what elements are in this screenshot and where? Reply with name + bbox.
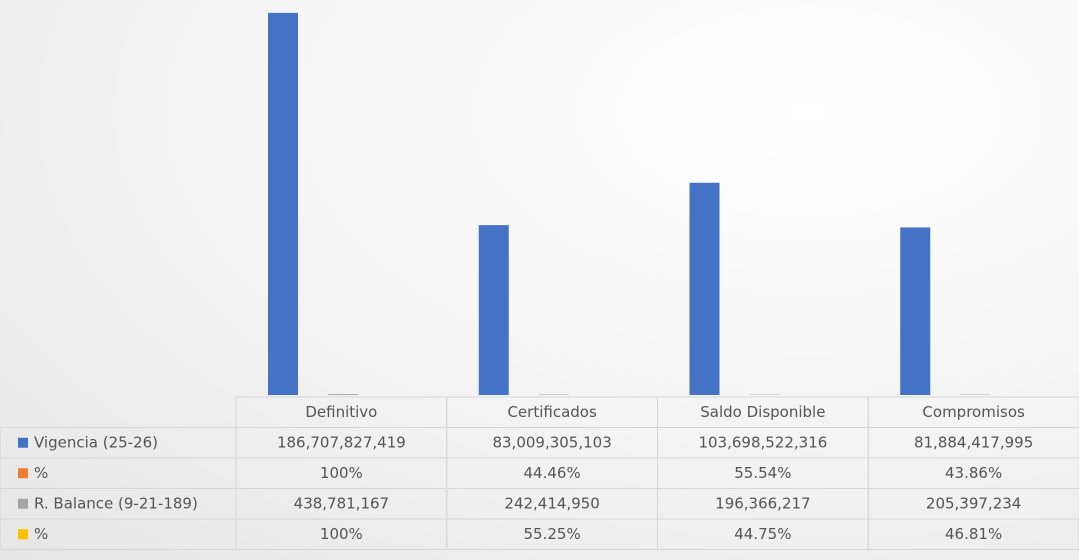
bar (268, 12, 298, 395)
legend-label: % (34, 464, 48, 482)
table-cell (867, 518, 1079, 550)
legend-key (18, 498, 28, 509)
value-label: 438,781,167 (294, 494, 389, 512)
bar (478, 225, 509, 395)
category-label: Saldo Disponible (700, 403, 825, 421)
value-label: 83,009,305,103 (492, 433, 611, 451)
value-label: 55.25% (524, 525, 581, 543)
value-label: 186,707,827,419 (277, 433, 406, 451)
category-label: Compromisos (922, 403, 1025, 421)
value-label: 43.86% (945, 464, 1002, 482)
value-label: 44.46% (524, 464, 581, 482)
value-label: 46.81% (945, 525, 1002, 543)
legend-label: Vigencia (25-26) (34, 433, 158, 451)
value-label: 196,366,217 (715, 494, 810, 512)
value-label: 44.75% (734, 525, 791, 543)
legend-label: R. Balance (9-21-189) (34, 494, 198, 512)
value-label: 100% (320, 525, 363, 543)
bar (328, 394, 358, 395)
value-label: 103,698,522,316 (698, 433, 827, 451)
bar (689, 182, 720, 395)
legend-key (18, 529, 28, 540)
value-label: 205,397,234 (926, 494, 1021, 512)
value-label: 100% (320, 464, 363, 482)
category-label: Certificados (507, 403, 597, 421)
legend-label: % (34, 525, 48, 543)
legend-key (18, 468, 28, 479)
value-label: 81,884,417,995 (914, 433, 1033, 451)
category-label: Definitivo (305, 403, 377, 421)
bar (900, 227, 931, 395)
legend-key (18, 437, 28, 448)
value-label: 242,414,950 (504, 494, 599, 512)
value-label: 55.54% (734, 464, 791, 482)
